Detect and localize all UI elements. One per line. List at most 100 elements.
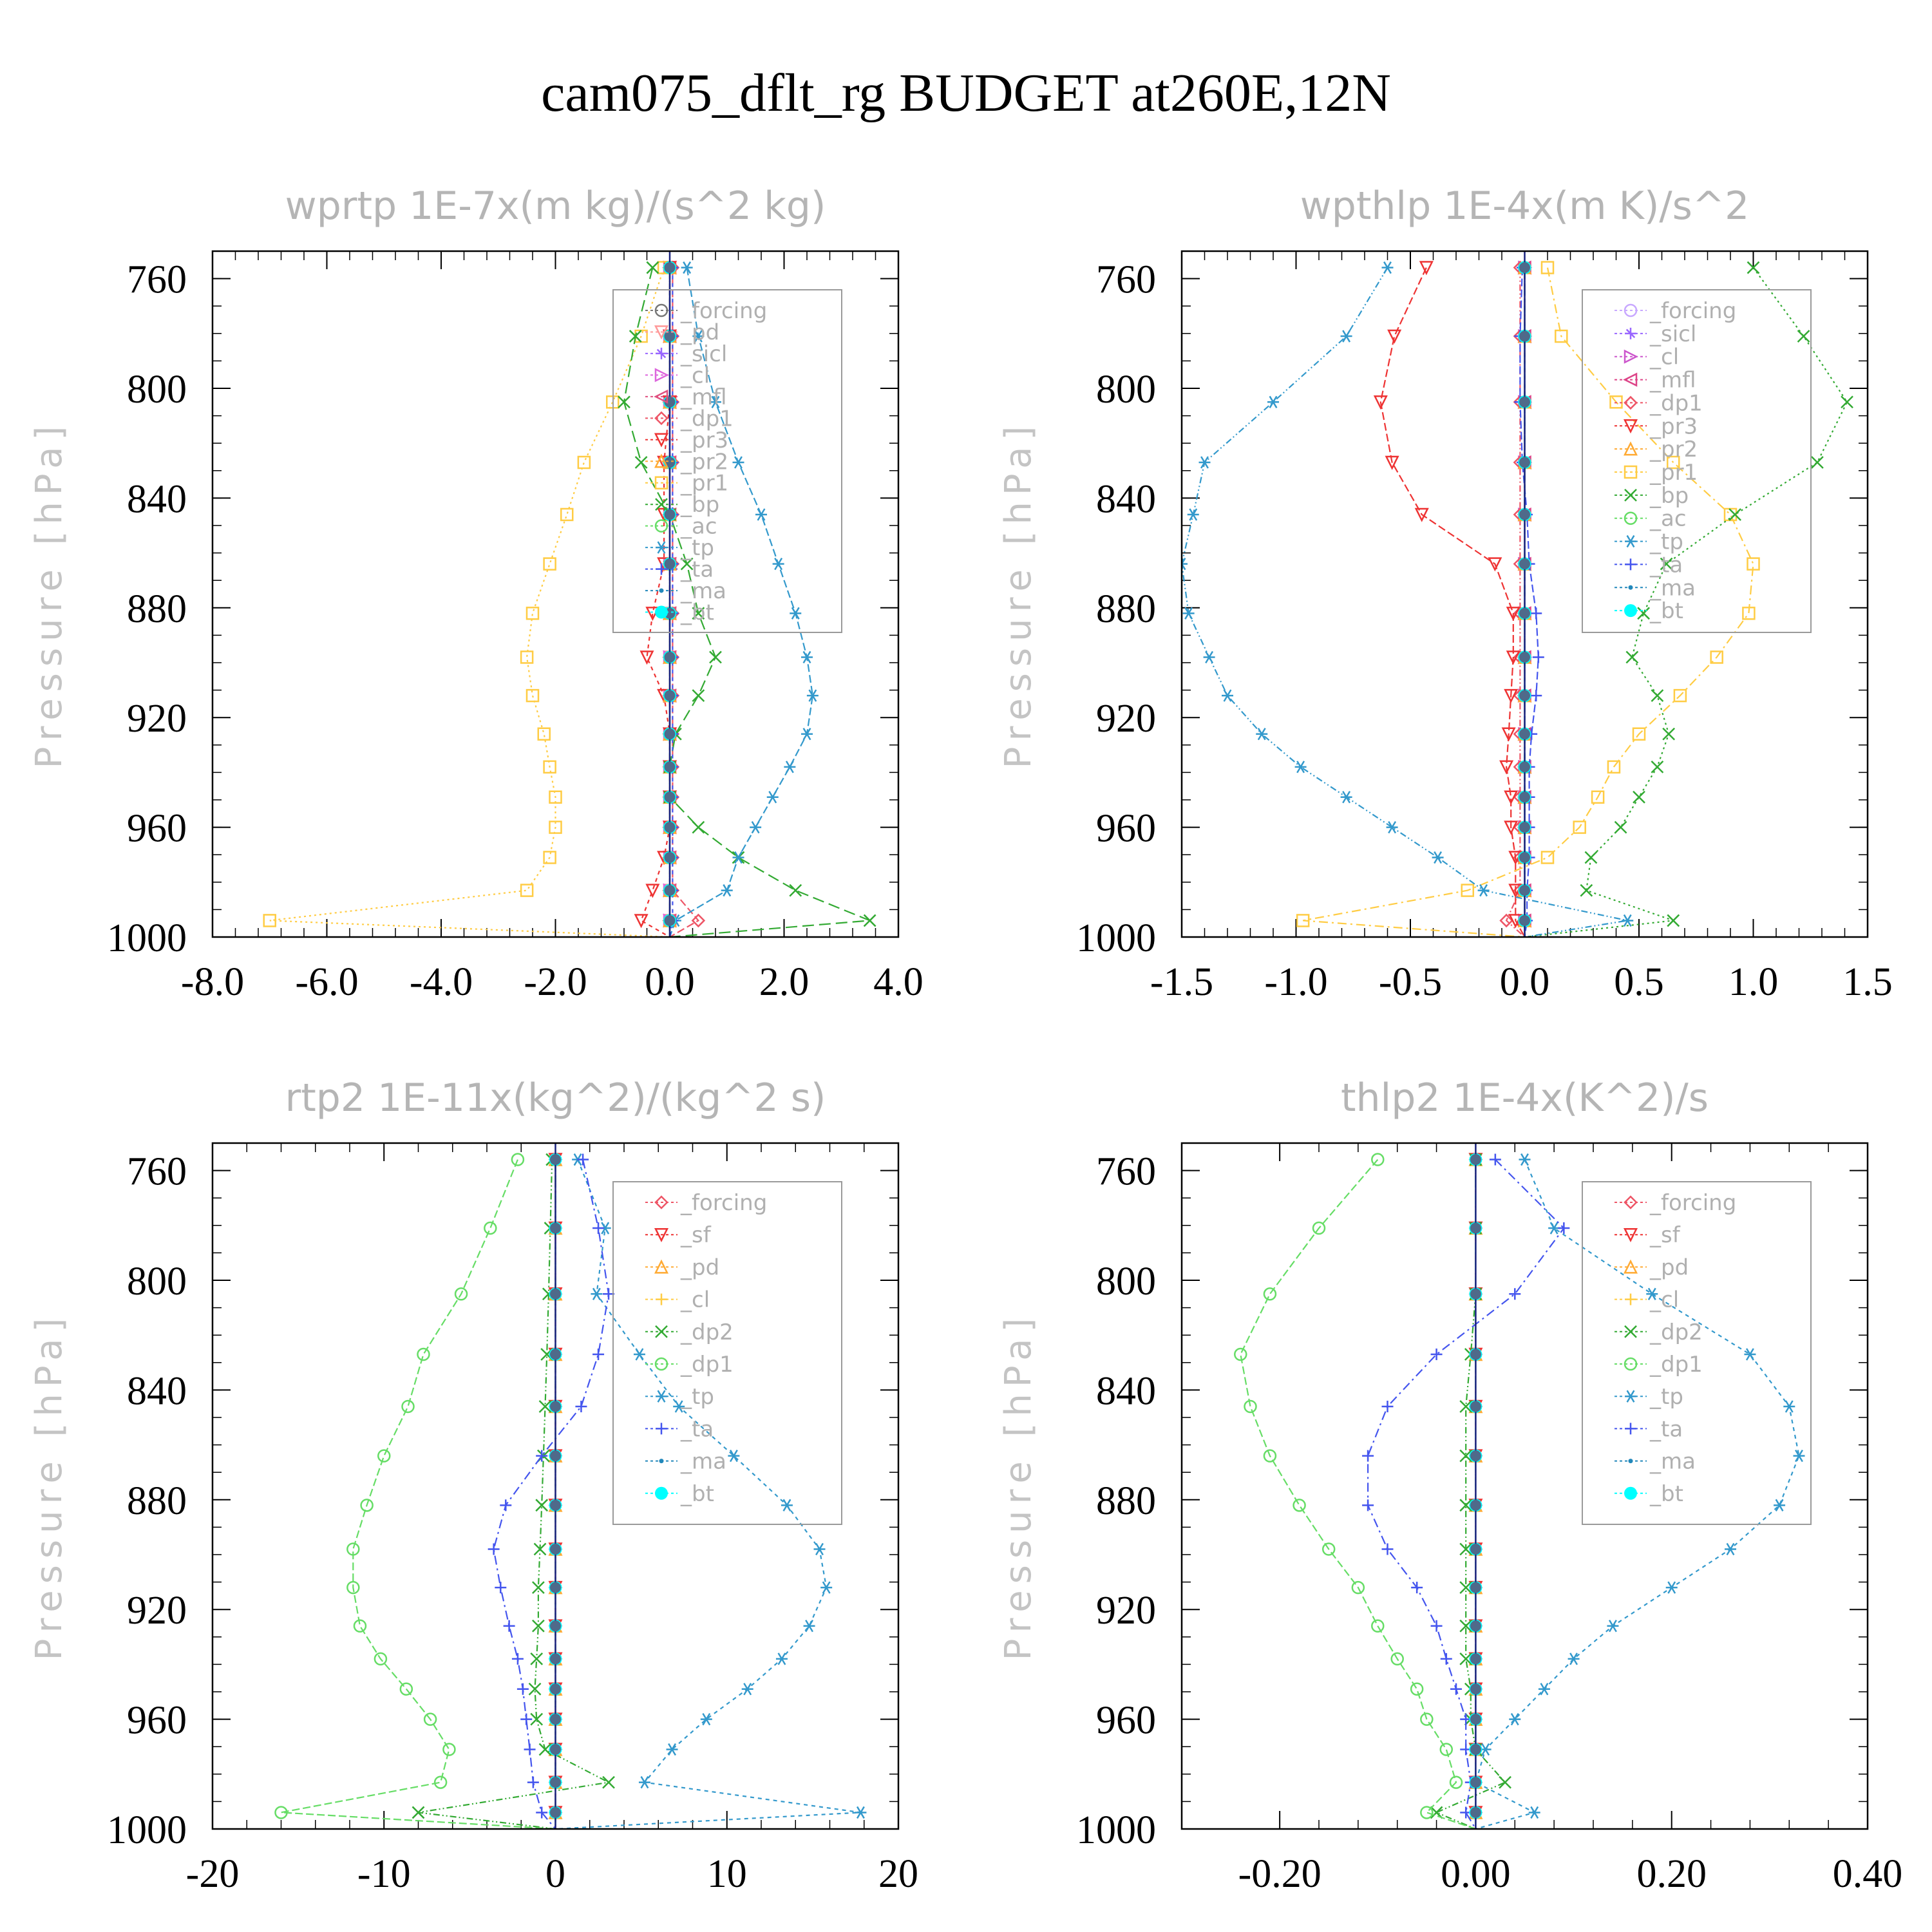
data-point_tp — [1622, 914, 1634, 927]
data-point_pr1 — [560, 507, 574, 522]
legend-marker_sicl — [1625, 327, 1636, 339]
series-line_pr1 — [1303, 267, 1754, 937]
panel-2: wpthlp 1E-4x(m K)/s^2 Pressure [hPa] 760 80… — [998, 184, 1893, 1004]
zero-dot — [550, 1743, 561, 1755]
y-tick-label: 880 — [1096, 587, 1156, 631]
legend-label: _forcing — [1649, 1190, 1736, 1216]
legend-marker_dp1 — [654, 1357, 668, 1371]
legend-marker_pr3 — [1623, 419, 1638, 434]
legend-label: _dp1 — [680, 406, 734, 431]
data-point_dp1 — [1439, 1743, 1454, 1756]
zero-dot — [664, 728, 676, 740]
data-point_pr1 — [526, 607, 540, 620]
x-tick-label: 10 — [707, 1852, 747, 1896]
y-tick-label: 760 — [1096, 1150, 1156, 1194]
data-point_tp — [1607, 1620, 1619, 1633]
plot-frame — [1180, 250, 1869, 938]
y-tick-label: 840 — [127, 1369, 187, 1413]
legend-label: _ta — [1649, 1416, 1683, 1442]
data-point_bp — [646, 261, 659, 274]
x-tick-label: 0.40 — [1833, 1852, 1903, 1896]
data-point_dp1 — [454, 1287, 468, 1301]
plot-frame — [211, 1142, 900, 1830]
data-point_pr3 — [1506, 650, 1520, 665]
data-point_pr1 — [1742, 607, 1756, 620]
zero-dot — [1519, 690, 1530, 701]
zero-dot — [664, 791, 676, 803]
data-point_tp — [732, 456, 744, 469]
x-tick-label: -10 — [357, 1852, 411, 1896]
zero-dot — [664, 761, 676, 773]
data-point_bp — [789, 884, 802, 897]
legend-label: _dp1 — [1649, 390, 1703, 416]
legend-marker_dp2 — [655, 1325, 668, 1338]
legend-marker_dp2 — [1624, 1325, 1637, 1338]
data-point_pr3 — [1506, 607, 1520, 621]
data-point_dp2 — [531, 1581, 545, 1595]
data-point_dp2 — [1459, 1619, 1473, 1633]
data-point_dp1 — [1244, 1399, 1257, 1414]
data-point_tp — [1187, 508, 1199, 521]
data-point_pr3 — [1414, 507, 1429, 522]
data-point_dp1 — [1263, 1287, 1277, 1301]
data-point_tp — [1386, 820, 1398, 834]
legend-label: _tp — [680, 1384, 714, 1410]
x-tick-label: -2.0 — [524, 960, 587, 1004]
data-point_bp — [1811, 456, 1824, 469]
legend-marker_pr3 — [654, 433, 669, 448]
data-point_dp1 — [1321, 1542, 1336, 1556]
data-point_tp — [784, 761, 796, 773]
data-point_bp — [1633, 790, 1645, 804]
data-point_tp — [1182, 557, 1188, 571]
data-point_dp2 — [1459, 1542, 1473, 1556]
data-point_ta — [575, 1400, 587, 1412]
legend-marker_ma — [1628, 585, 1633, 590]
legend-marker_pr1 — [1624, 465, 1638, 479]
zero-dot — [1470, 1683, 1481, 1695]
zero-dot — [1519, 262, 1530, 274]
legend-marker_ma — [659, 588, 664, 593]
legend-label: _forcing — [680, 1190, 767, 1216]
zero-dot — [550, 1349, 561, 1360]
zero-dot — [1470, 1582, 1481, 1593]
legend-label: _ma — [1649, 575, 1696, 601]
data-point_dp1 — [417, 1347, 430, 1361]
panel-title: thlp2 1E-4x(K^2)/s — [1341, 1075, 1709, 1121]
zero-dot — [550, 1543, 561, 1555]
legend-marker_tp — [656, 1390, 667, 1403]
x-tick-label: 0.5 — [1614, 960, 1664, 1004]
data-point_tp — [700, 1712, 712, 1726]
data-point_pr1 — [549, 790, 562, 804]
y-tick-label: 960 — [1096, 1699, 1156, 1743]
data-point_tp — [1783, 1400, 1795, 1413]
data-point_pr1 — [1540, 261, 1555, 274]
series-line_pr1 — [269, 267, 670, 937]
data-point_dp1 — [1420, 1806, 1434, 1819]
data-point_dp1 — [1351, 1580, 1365, 1595]
zero-dot — [1519, 651, 1530, 663]
data-point_dp2 — [535, 1499, 549, 1512]
data-point_tp — [1665, 1581, 1678, 1594]
data-point_pr1 — [549, 820, 562, 834]
zero-dot — [664, 822, 676, 833]
zero-dot — [1519, 885, 1530, 896]
data-point_bp — [1728, 508, 1741, 521]
zero-dot — [1470, 1714, 1481, 1725]
zero-dot — [664, 558, 676, 570]
data-point_dp1 — [1499, 913, 1513, 928]
data-point_bp — [692, 607, 705, 620]
data-point_dp1 — [511, 1153, 525, 1166]
data-point_dp1 — [1390, 1652, 1404, 1666]
legend-label: _pr3 — [680, 428, 728, 453]
legend-marker_pr2 — [654, 453, 669, 468]
data-point_dp2 — [528, 1682, 542, 1696]
data-point_pr3 — [1385, 455, 1399, 470]
zero-dot — [550, 1450, 561, 1462]
data-point_tp — [1267, 395, 1279, 408]
series-line_dp1 — [1505, 267, 1526, 937]
legend-label: _pd — [1649, 1255, 1689, 1280]
data-point_dp1 — [401, 1399, 415, 1414]
data-point_dp1 — [360, 1499, 374, 1512]
data-point_tp — [1340, 791, 1352, 804]
series-line_dp2 — [418, 1159, 611, 1829]
